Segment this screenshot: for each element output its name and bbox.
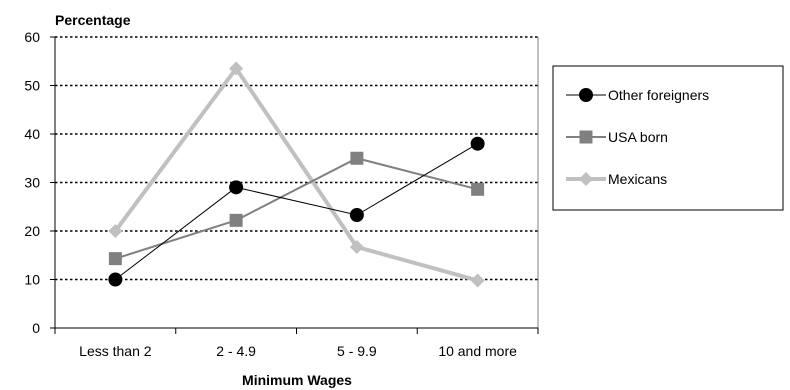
data-point [108,252,122,266]
legend-label: Mexicans [608,171,667,187]
series-line [115,143,478,280]
data-point [350,151,364,165]
data-point [108,224,123,238]
data-point [470,136,485,151]
series-group [108,61,485,288]
x-ticks: Less than 2 2 - 4.9 5 - 9.9 10 and more [54,328,539,359]
legend: Other foreigners USA born Mexicans [552,65,784,211]
y-tick-label: 10 [24,272,40,288]
y-tick-label: 20 [24,223,40,239]
data-point [229,61,244,76]
y-tick-label: 30 [24,175,40,191]
series-circle [108,136,485,287]
series-line [115,157,478,260]
x-tick-label: Less than 2 [79,343,152,359]
legend-marker [579,88,593,102]
data-point [108,272,123,287]
legend-label: Other foreigners [608,87,709,103]
legend-marker [579,172,593,186]
data-point [229,180,244,195]
x-tick-label: 2 - 4.9 [216,343,256,359]
x-tick-label: 5 - 9.9 [337,343,377,359]
data-point [470,273,485,288]
y-ticks: 0 10 20 30 40 50 60 [24,29,55,336]
y-tick-label: 50 [24,78,40,94]
legend-marker [579,130,593,144]
y-tick-label: 0 [32,320,40,336]
gridlines [55,36,538,281]
y-axis-title: Percentage [55,12,131,28]
legend-label: USA born [608,129,668,145]
series-line [113,65,479,283]
series-diamond [108,61,485,288]
data-point [349,207,364,222]
data-point [349,240,364,255]
series-square [108,151,485,266]
x-tick-label: 10 and more [438,343,517,359]
y-tick-label: 60 [24,29,40,45]
x-axis-title: Minimum Wages [242,372,352,388]
data-point [471,182,485,196]
y-tick-label: 40 [24,126,40,142]
data-point [229,213,243,227]
